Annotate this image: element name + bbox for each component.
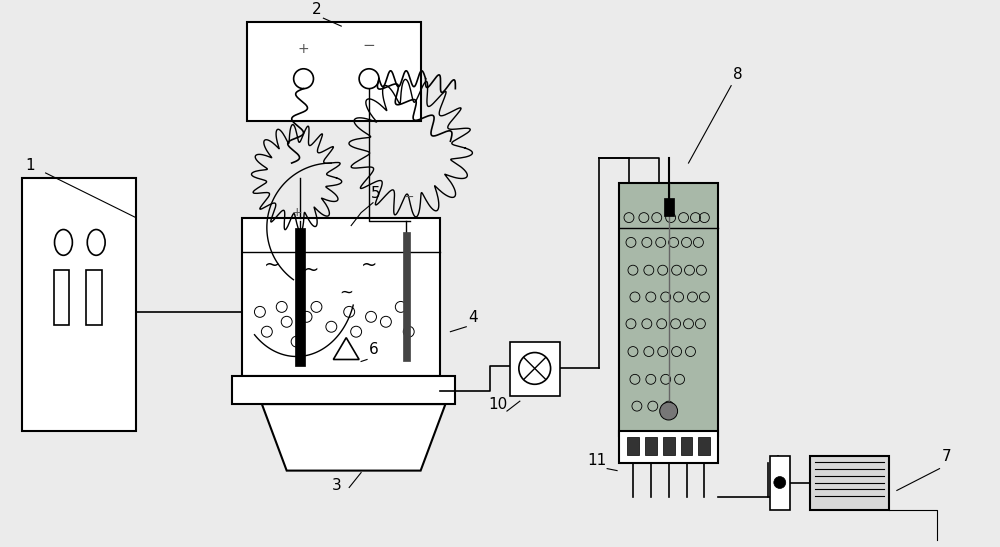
Circle shape	[660, 402, 678, 420]
Polygon shape	[262, 404, 445, 470]
Text: 3: 3	[331, 479, 341, 493]
Bar	[403, 232, 410, 362]
Ellipse shape	[55, 230, 72, 255]
Text: 8: 8	[733, 67, 743, 82]
Text: −: −	[363, 38, 375, 54]
Bar	[86, 270, 102, 325]
Text: 7: 7	[942, 449, 951, 464]
Text: 2: 2	[311, 2, 321, 17]
Bar	[242, 218, 440, 376]
Bar	[645, 437, 657, 455]
Circle shape	[294, 69, 313, 89]
Text: 4: 4	[468, 310, 478, 325]
Text: 11: 11	[587, 453, 607, 468]
Bar	[247, 22, 421, 121]
Text: 6: 6	[369, 341, 379, 357]
Polygon shape	[333, 337, 359, 359]
Bar	[681, 437, 692, 455]
Text: 5: 5	[371, 186, 381, 201]
Bar	[54, 270, 69, 325]
Text: ~: ~	[264, 256, 280, 275]
Bar	[627, 437, 639, 455]
Circle shape	[774, 476, 786, 488]
Ellipse shape	[87, 230, 105, 255]
Bar	[770, 456, 790, 510]
Text: −: −	[403, 191, 414, 204]
Text: ~: ~	[339, 283, 353, 301]
Bar	[810, 456, 889, 510]
Text: 10: 10	[488, 397, 507, 412]
Bar	[22, 178, 136, 431]
Circle shape	[519, 352, 551, 385]
Bar	[619, 183, 718, 436]
Bar	[698, 437, 710, 455]
Text: ~: ~	[303, 261, 320, 280]
Bar	[510, 342, 560, 396]
Text: 1: 1	[26, 158, 35, 173]
Bar	[664, 198, 674, 216]
Text: +: +	[298, 42, 309, 56]
Bar	[232, 376, 455, 404]
Bar	[295, 228, 305, 366]
Text: +: +	[291, 206, 302, 219]
Bar	[619, 431, 718, 463]
Bar	[663, 437, 675, 455]
Text: ~: ~	[361, 256, 377, 275]
Circle shape	[359, 69, 379, 89]
